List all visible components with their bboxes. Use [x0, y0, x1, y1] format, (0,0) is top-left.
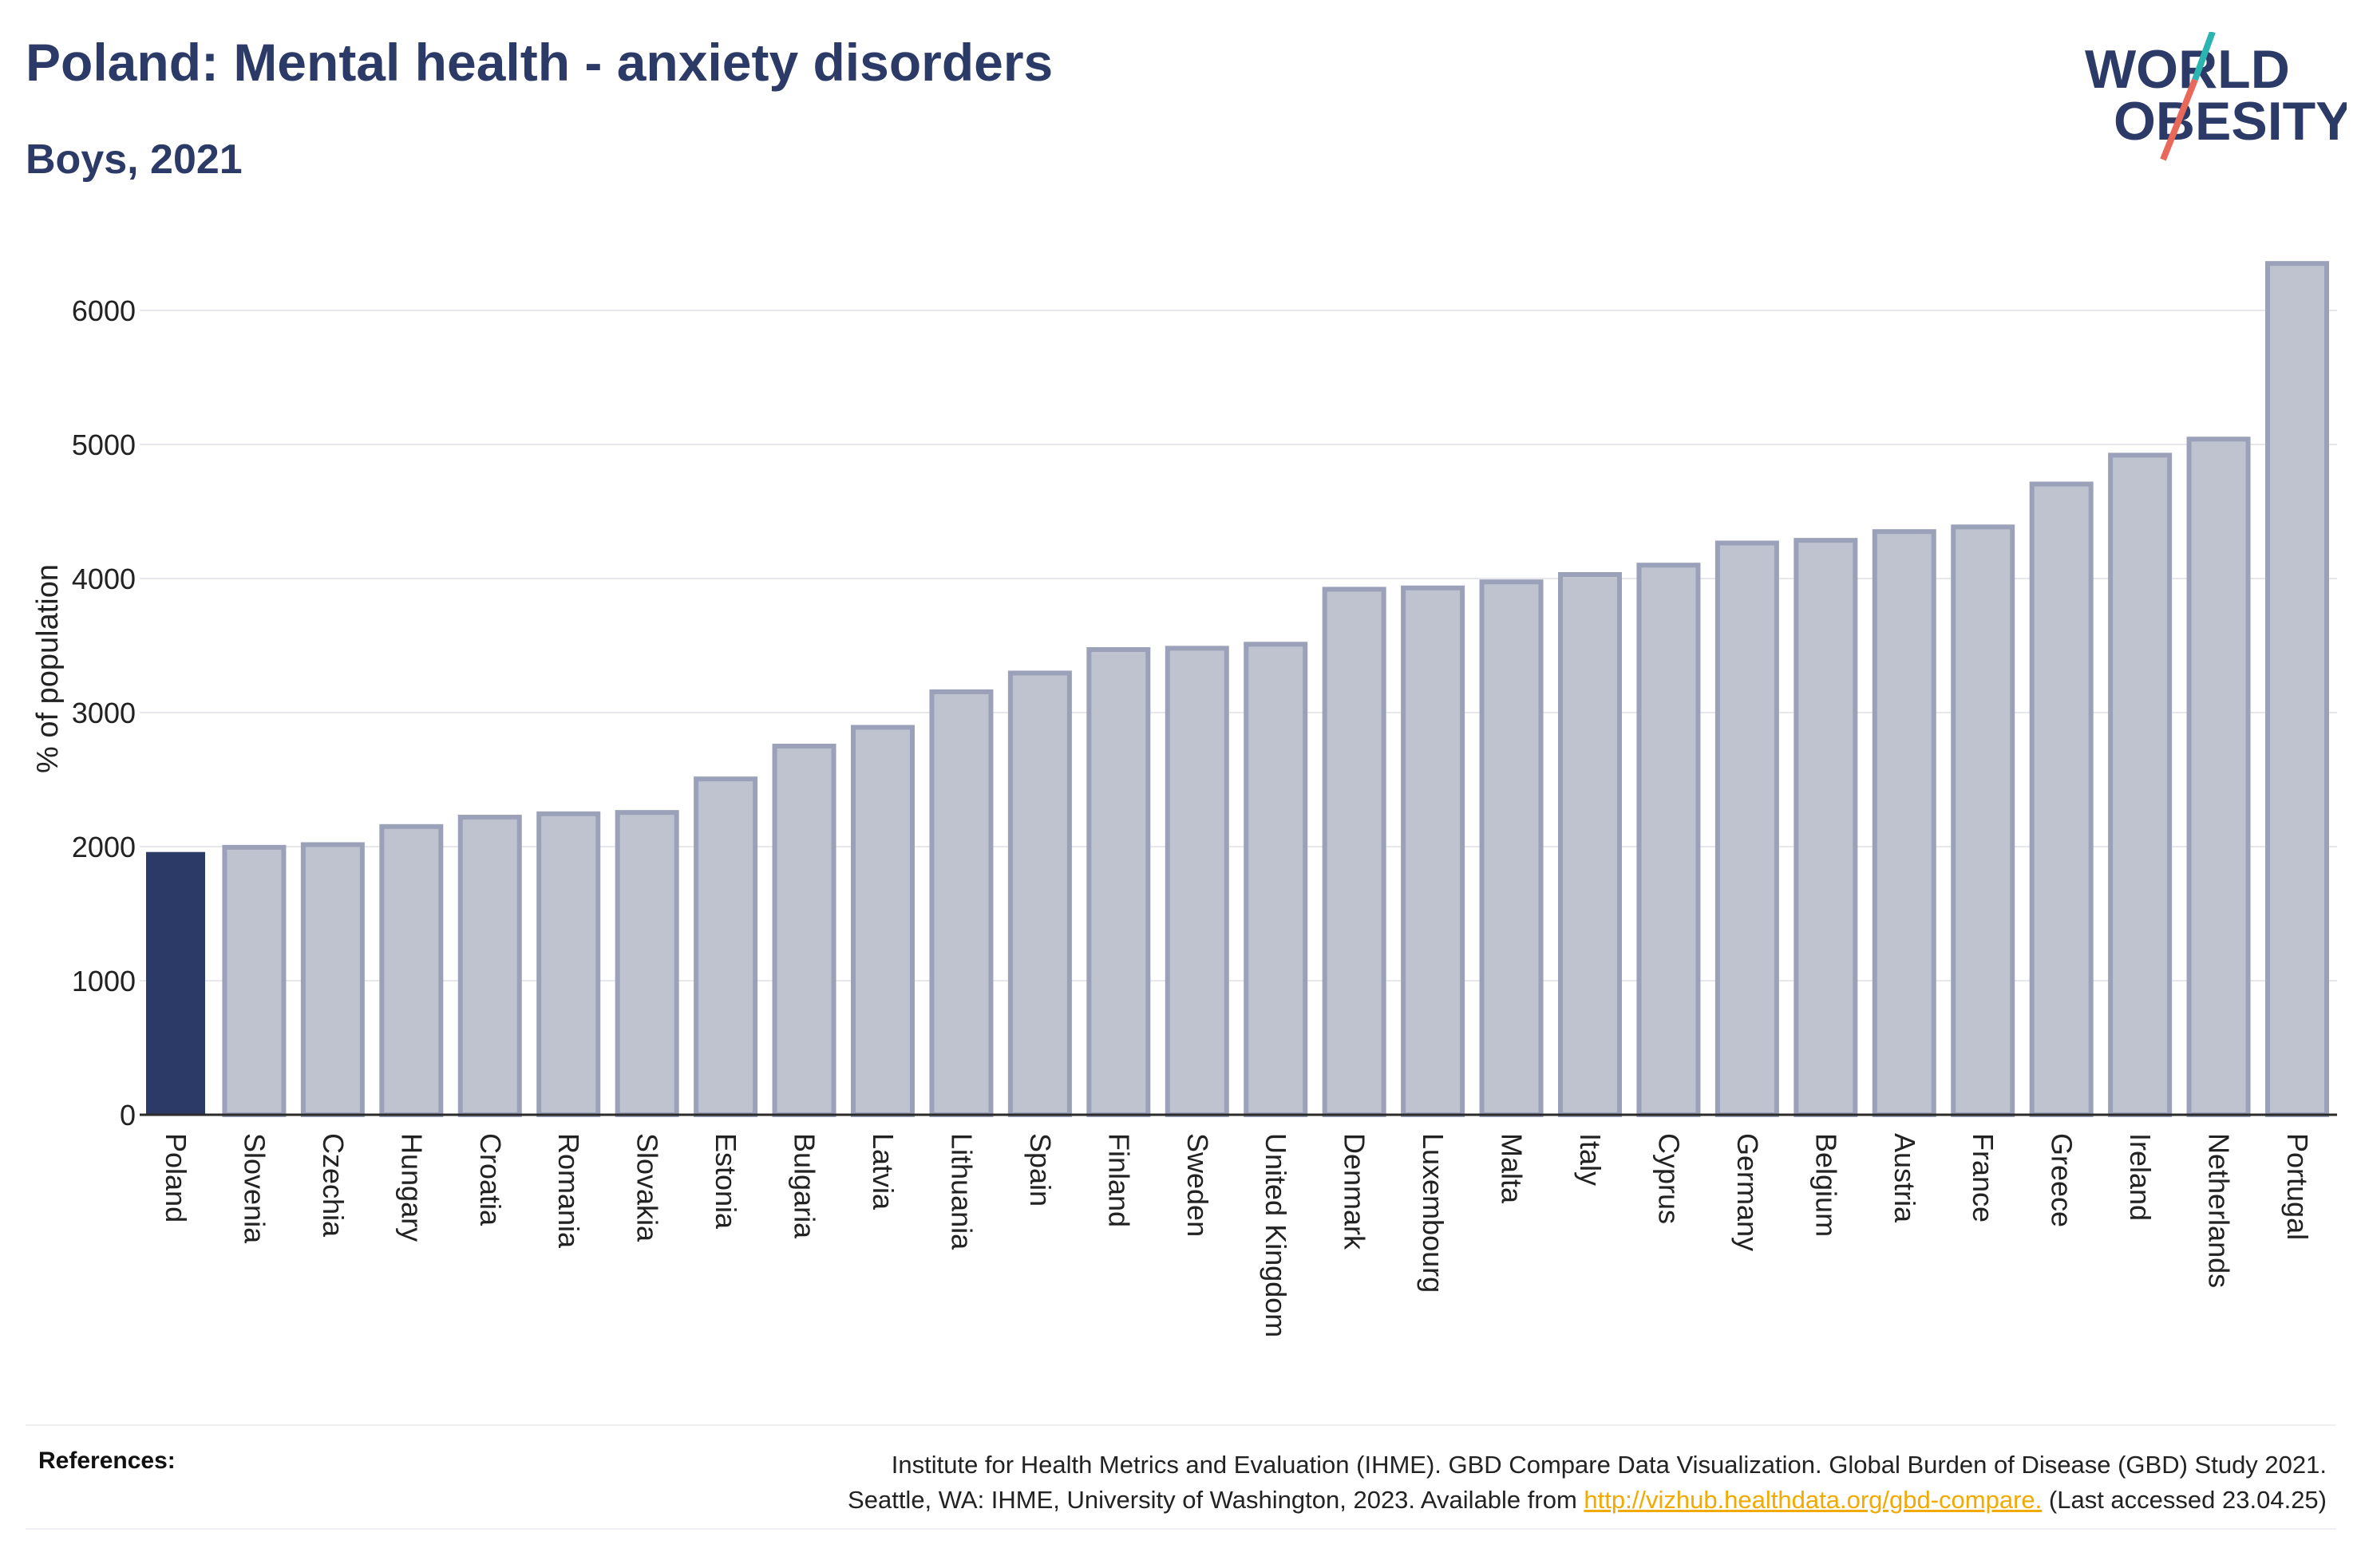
bar-czechia [300, 842, 365, 1117]
y-axis-label: % of population [31, 564, 65, 773]
bar-denmark [1322, 587, 1386, 1117]
x-tick-label: Czechia [317, 1133, 350, 1238]
logo-line2: OBESITY [2114, 91, 2347, 152]
references-line2-suffix: (Last accessed 23.04.25) [2042, 1486, 2327, 1514]
x-tick-label: Denmark [1339, 1133, 1371, 1250]
bars [146, 261, 2329, 1118]
x-tick-label: Luxembourg [1417, 1133, 1449, 1293]
references-text: Institute for Health Metrics and Evaluat… [491, 1448, 2327, 1518]
y-tick-label: 3000 [72, 697, 136, 729]
x-tick-label: Romania [552, 1133, 585, 1249]
x-tick-label: Lithuania [945, 1133, 978, 1250]
logo-slash-teal [2192, 32, 2216, 81]
bar-chart: 0 1000 2000 3000 4000 5000 6000 Poland Slovenia… [31, 261, 2337, 1337]
bar-ireland [2108, 452, 2173, 1117]
bar-lithuania [929, 689, 994, 1117]
bar-greece [2029, 481, 2094, 1117]
y-tick-label: 6000 [72, 294, 136, 327]
x-tick-label: Spain [1024, 1133, 1057, 1207]
bar-sweden [1165, 646, 1229, 1117]
references-label: References: [38, 1448, 176, 1474]
y-tick-label: 2000 [72, 831, 136, 863]
x-tick-label: Italy [1574, 1133, 1607, 1186]
x-tick-label: Slovenia [238, 1133, 271, 1244]
x-tick-label: Latvia [867, 1133, 900, 1211]
bar-hungary [379, 823, 444, 1118]
x-tick-label: Austria [1888, 1133, 1921, 1223]
bar-poland [146, 851, 205, 1115]
bar-slovakia [615, 810, 679, 1117]
bar-united-kingdom [1244, 642, 1308, 1117]
y-tick-label: 1000 [72, 965, 136, 997]
x-tick-label: Germany [1731, 1133, 1764, 1251]
bar-italy [1558, 571, 1622, 1117]
bar-slovenia [222, 844, 287, 1117]
x-tick-label: Hungary [395, 1133, 428, 1242]
x-tick-label: Finland [1102, 1133, 1135, 1227]
logo-line1: WORLD [2085, 39, 2290, 100]
bar-luxembourg [1401, 585, 1465, 1117]
bar-austria [1872, 529, 1936, 1117]
y-tick-label: 0 [120, 1099, 136, 1132]
x-tick-label: United Kingdom [1260, 1133, 1292, 1337]
x-tick-label: France [1967, 1133, 1999, 1222]
y-tick-label: 4000 [72, 563, 136, 595]
world-obesity-logo: WORLD OBESITY [2085, 32, 2347, 161]
references-line1: Institute for Health Metrics and Evaluat… [891, 1451, 2327, 1479]
bar-estonia [694, 776, 758, 1117]
x-tick-label: Greece [2046, 1133, 2078, 1227]
bar-bulgaria [772, 744, 836, 1117]
bar-portugal [2265, 261, 2329, 1118]
bar-finland [1086, 647, 1151, 1117]
chart-subtitle: Boys, 2021 [26, 136, 243, 183]
bar-france [1951, 524, 2015, 1117]
references-section: References: Institute for Health Metrics… [26, 1424, 2336, 1530]
x-tick-labels: Poland Slovenia Czechia Hungary Croatia Roman… [160, 1133, 2314, 1337]
bar-germany [1714, 540, 1779, 1117]
y-tick-label: 5000 [72, 429, 136, 461]
x-tick-label: Netherlands [2203, 1133, 2236, 1288]
x-tick-label: Portugal [2281, 1133, 2314, 1240]
logo-slash-red [2160, 78, 2198, 161]
references-line2-prefix: Seattle, WA: IHME, University of Washing… [848, 1486, 1584, 1514]
bar-latvia [851, 725, 915, 1117]
bar-croatia [457, 815, 522, 1118]
bar-spain [1007, 670, 1072, 1117]
x-tick-label: Slovakia [631, 1133, 664, 1242]
bar-cyprus [1636, 563, 1701, 1117]
y-tick-labels: 0 1000 2000 3000 4000 5000 6000 [72, 294, 136, 1132]
chart-title: Poland: Mental health - anxiety disorder… [26, 33, 1054, 92]
bar-belgium [1793, 538, 1858, 1117]
x-tick-label: Sweden [1181, 1133, 1214, 1237]
x-tick-label: Bulgaria [789, 1133, 821, 1239]
x-tick-label: Estonia [710, 1133, 742, 1230]
x-tick-label: Croatia [474, 1133, 507, 1226]
references-link[interactable]: http://vizhub.healthdata.org/gbd-compare… [1584, 1486, 2043, 1514]
x-tick-label: Belgium [1809, 1133, 1842, 1237]
bar-romania [536, 811, 601, 1118]
bar-malta [1479, 579, 1544, 1117]
x-tick-label: Malta [1496, 1133, 1529, 1204]
x-tick-label: Ireland [2124, 1133, 2157, 1221]
x-tick-label: Cyprus [1652, 1133, 1685, 1224]
x-tick-label: Poland [160, 1133, 192, 1222]
bar-netherlands [2186, 436, 2251, 1117]
